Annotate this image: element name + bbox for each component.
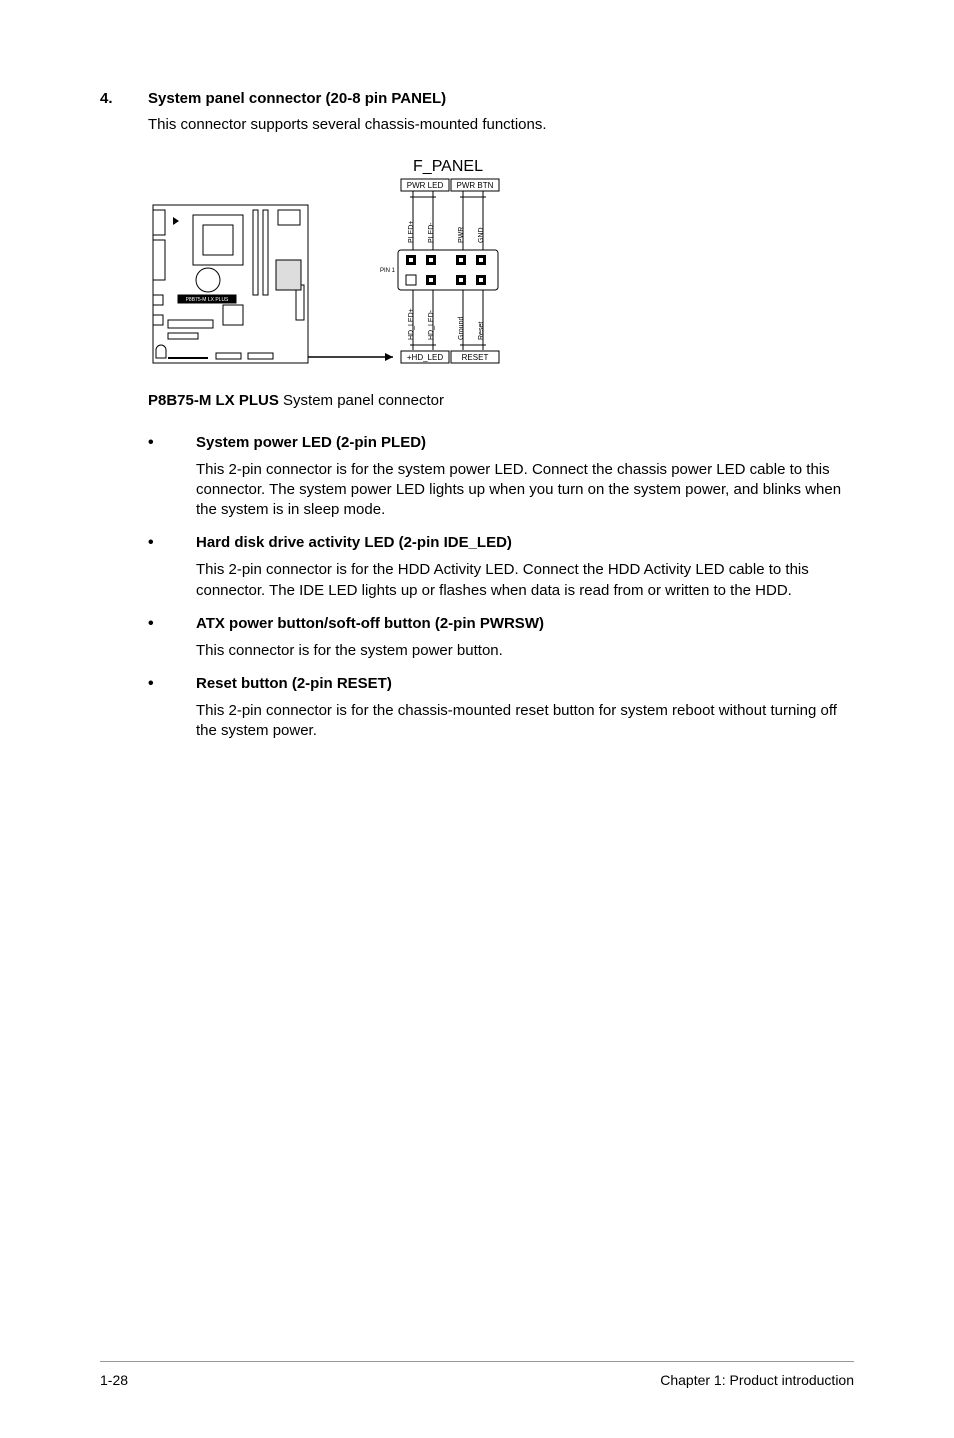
diagram-container: F_PANEL PWR LED PWR BTN PLED+ PLED- PWR … <box>148 155 854 409</box>
footer-page-number: 1-28 <box>100 1372 128 1388</box>
pin1-label: PIN 1 <box>380 268 396 274</box>
diagram-caption: P8B75-M LX PLUS System panel connector <box>148 392 854 409</box>
bullet-title: Hard disk drive activity LED (2-pin IDE_… <box>196 534 512 552</box>
bottom-pins: HD_LED+ HD_LED- Ground Reset <box>408 290 486 350</box>
motherboard-outline: P8B75-M LX PLUS <box>153 205 308 363</box>
caption-bold: P8B75-M LX PLUS <box>148 392 279 409</box>
hd-led-label: +HD_LED <box>407 353 443 362</box>
pwr-led-label: PWR LED <box>407 181 444 190</box>
bullet-body: This 2-pin connector is for the chassis-… <box>196 701 854 742</box>
bullet-title: System power LED (2-pin PLED) <box>196 434 426 452</box>
bullet-body: This 2-pin connector is for the system p… <box>196 460 854 521</box>
svg-text:HD_LED+: HD_LED+ <box>408 308 415 340</box>
bullet-marker: • <box>148 615 196 633</box>
caption-rest: System panel connector <box>279 392 444 409</box>
pwr-btn-label: PWR BTN <box>457 181 494 190</box>
connector-block <box>398 250 498 290</box>
page-container: 4. System panel connector (20-8 pin PANE… <box>0 0 954 1438</box>
bullet-title: ATX power button/soft-off button (2-pin … <box>196 615 544 633</box>
bullet-marker: • <box>148 434 196 452</box>
svg-text:HD_LED-: HD_LED- <box>428 309 435 340</box>
svg-text:Reset: Reset <box>478 321 485 339</box>
bullet-marker: • <box>148 675 196 693</box>
board-label: P8B75-M LX PLUS <box>186 297 229 303</box>
panel-connector-diagram: F_PANEL PWR LED PWR BTN PLED+ PLED- PWR … <box>148 155 568 385</box>
section-header: 4. System panel connector (20-8 pin PANE… <box>100 90 854 107</box>
page-footer: 1-28 Chapter 1: Product introduction <box>100 1361 854 1388</box>
bullet-item: • Hard disk drive activity LED (2-pin ID… <box>148 534 854 552</box>
svg-text:PLED-: PLED- <box>428 221 435 242</box>
svg-text:PLED+: PLED+ <box>408 220 415 242</box>
bullet-item: • Reset button (2-pin RESET) <box>148 675 854 693</box>
svg-text:Ground: Ground <box>458 316 465 339</box>
svg-text:PWR: PWR <box>458 226 465 242</box>
bullet-title: Reset button (2-pin RESET) <box>196 675 392 693</box>
bullet-item: • System power LED (2-pin PLED) <box>148 434 854 452</box>
reset-label: RESET <box>462 353 489 362</box>
top-pins: PLED+ PLED- PWR GND <box>408 191 486 250</box>
bullet-item: • ATX power button/soft-off button (2-pi… <box>148 615 854 633</box>
bullet-body: This 2-pin connector is for the HDD Acti… <box>196 560 854 601</box>
bullet-body: This connector is for the system power b… <box>196 641 854 661</box>
section-description: This connector supports several chassis-… <box>148 115 854 135</box>
svg-text:GND: GND <box>478 227 485 243</box>
section-number: 4. <box>100 90 148 107</box>
footer-chapter: Chapter 1: Product introduction <box>660 1372 854 1388</box>
section-title: System panel connector (20-8 pin PANEL) <box>148 90 854 107</box>
diagram-header: F_PANEL <box>413 158 483 175</box>
bullet-marker: • <box>148 534 196 552</box>
